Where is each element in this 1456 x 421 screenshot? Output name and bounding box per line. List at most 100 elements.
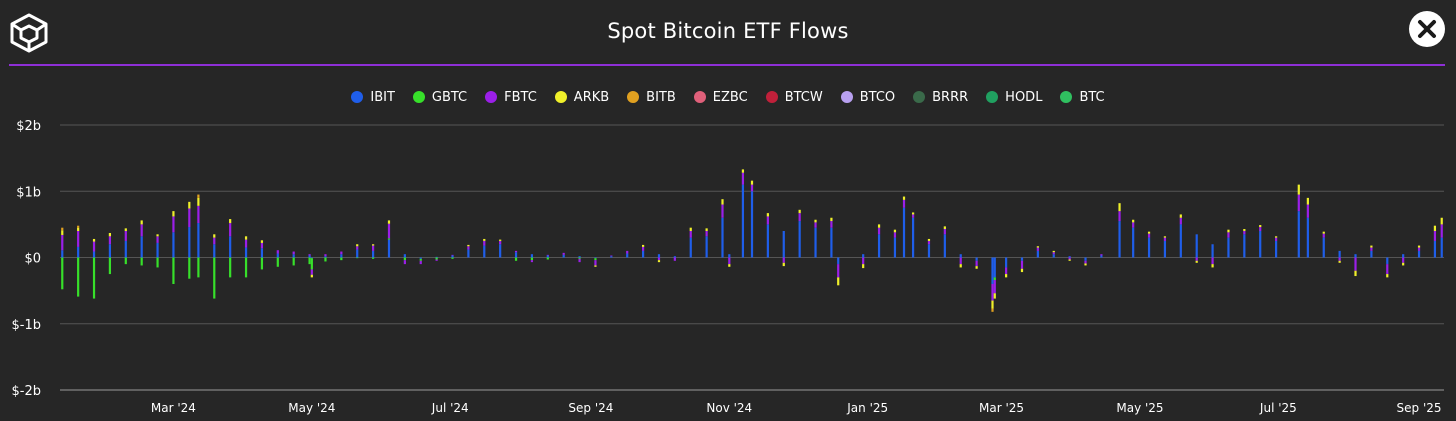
bar-arkb-2025-04-22[interactable] (1118, 203, 1121, 212)
bar-ibit-2024-03-12[interactable] (197, 223, 200, 258)
bar-ibit-2024-12-30[interactable] (862, 254, 865, 258)
bar-fbtc-2025-09-01[interactable] (1417, 247, 1421, 251)
bar-fbtc-2025-05-19[interactable] (1179, 217, 1182, 225)
bar-gbtc-2024-05-21[interactable] (356, 257, 359, 259)
bar-gbtc-2024-08-13[interactable] (546, 257, 549, 260)
bar-arkb-2025-07-21[interactable] (1322, 231, 1325, 234)
bar-fbtc-2025-02-11[interactable] (959, 257, 962, 265)
bar-fbtc-2024-07-23[interactable] (499, 240, 502, 245)
bar-fbtc-2025-01-28[interactable] (927, 240, 931, 245)
bar-ibit-2024-10-08[interactable] (673, 256, 676, 258)
bar-ibit-2024-08-06[interactable] (530, 254, 534, 258)
bar-arkb-2025-01-17[interactable] (902, 196, 906, 200)
bar-arkb-2024-07-23[interactable] (499, 239, 502, 241)
bar-arkb-2025-02-04[interactable] (943, 226, 946, 230)
bar-ibit-2024-12-19[interactable] (837, 257, 840, 265)
bar-ibit-2024-10-01[interactable] (657, 254, 661, 258)
bar-ibit-2024-05-14[interactable] (340, 254, 343, 258)
bar-ibit-2025-08-04[interactable] (1354, 254, 1357, 258)
bar-ibit-2024-03-19[interactable] (213, 244, 216, 258)
bar-ibit-2025-01-28[interactable] (927, 244, 931, 258)
bar-gbtc-2024-07-30[interactable] (514, 257, 518, 261)
bar-fbtc-2024-02-09[interactable] (124, 231, 127, 241)
bar-fbtc-2025-01-13[interactable] (893, 232, 897, 238)
bar-fbtc-2025-03-03[interactable] (1005, 267, 1008, 275)
bar-fbtc-2024-06-11[interactable] (403, 260, 406, 265)
bar-fbtc-2024-05-14[interactable] (340, 251, 343, 255)
bar-gbtc-2024-03-12[interactable] (197, 257, 200, 278)
bar-arkb-2025-03-24[interactable] (1052, 250, 1055, 253)
bar-arkb-2024-11-25[interactable] (782, 262, 785, 267)
bar-ibit-2024-09-03[interactable] (594, 257, 597, 259)
bar-arkb-2024-06-04[interactable] (387, 220, 391, 224)
bar-arkb-2024-10-15[interactable] (689, 227, 692, 231)
bar-ibit-2025-08-25[interactable] (1402, 254, 1405, 258)
bar-fbtc-2024-04-16[interactable] (276, 250, 279, 254)
bar-arkb-2025-08-18[interactable] (1386, 274, 1389, 278)
bar-gbtc-2024-02-09[interactable] (124, 257, 127, 265)
bar-arkb-2024-12-16[interactable] (830, 217, 833, 222)
bar-ibit-2025-09-01[interactable] (1417, 250, 1421, 258)
bar-gbtc-2024-08-27[interactable] (578, 257, 581, 259)
bar-arkb-2024-03-26[interactable] (229, 219, 232, 224)
bar-arkb-2024-03-12[interactable] (197, 197, 200, 206)
bar-ibit-2024-05-21[interactable] (356, 249, 359, 258)
bar-fbtc-2024-10-29[interactable] (721, 204, 724, 218)
bar-fbtc-2024-11-01[interactable] (728, 257, 731, 265)
bar-bitb-2024-01-12[interactable] (61, 227, 64, 231)
bar-ibit-2025-05-26[interactable] (1195, 234, 1198, 258)
bar-ibit-2024-11-07[interactable] (741, 184, 745, 258)
bar-gbtc-2024-03-01[interactable] (172, 257, 175, 285)
bar-fbtc-2025-06-09[interactable] (1227, 232, 1230, 238)
bar-arkb-2024-10-22[interactable] (705, 228, 708, 231)
bar-ibit-2024-04-09[interactable] (260, 248, 264, 258)
bar-ibit-2025-06-23[interactable] (1259, 231, 1262, 258)
bar-arkb-2024-01-26[interactable] (92, 238, 96, 242)
bar-ibit-2024-02-16[interactable] (140, 236, 143, 258)
bar-arkb-2025-08-04[interactable] (1354, 270, 1357, 277)
legend-item-ezbc[interactable]: EZBC (693, 90, 748, 105)
bar-ibit-2024-08-20[interactable] (562, 254, 565, 258)
bar-arkb-2024-02-23[interactable] (156, 234, 159, 237)
bar-arkb-2024-03-19[interactable] (213, 234, 216, 238)
bar-ibit-2025-08-11[interactable] (1370, 250, 1373, 258)
legend-item-btco[interactable]: BTCO (840, 90, 895, 105)
bar-fbtc-2024-02-23[interactable] (156, 236, 159, 243)
bar-arkb-2024-10-29[interactable] (721, 199, 724, 205)
bar-fbtc-2025-07-28[interactable] (1338, 257, 1341, 261)
bar-fbtc-2024-04-02[interactable] (244, 239, 248, 248)
bar-ibit-2024-02-09[interactable] (124, 240, 127, 258)
bar-fbtc-2024-02-16[interactable] (140, 224, 143, 237)
bar-arkb-2025-09-08[interactable] (1433, 225, 1437, 231)
bar-fbtc-2025-08-04[interactable] (1354, 257, 1357, 271)
bar-ibit-2025-03-31[interactable] (1068, 256, 1071, 258)
bar-fbtc-2024-04-30[interactable] (308, 254, 311, 256)
bar-gbtc-2024-03-26[interactable] (229, 257, 232, 278)
bar-fbtc-2025-02-04[interactable] (943, 229, 946, 235)
bar-fbtc-2025-06-02[interactable] (1211, 257, 1214, 265)
bar-ibit-2024-07-23[interactable] (499, 244, 502, 258)
bar-gbtc-2024-09-03[interactable] (594, 258, 597, 261)
bar-fbtc-2024-08-27[interactable] (578, 258, 581, 263)
bar-arkb-2024-12-09[interactable] (814, 219, 817, 223)
bar-arkb-2025-08-25[interactable] (1402, 262, 1405, 266)
bar-arkb-2025-05-05[interactable] (1147, 231, 1151, 234)
bar-ibit-2025-04-22[interactable] (1118, 221, 1121, 258)
bar-fbtc-2024-12-16[interactable] (830, 221, 833, 228)
bar-gbtc-2024-04-09[interactable] (260, 257, 264, 270)
bar-ibit-2024-09-17[interactable] (626, 253, 629, 258)
bar-bitb-2024-01-19[interactable] (77, 225, 80, 228)
bar-fbtc-2024-10-15[interactable] (689, 231, 692, 238)
legend-item-arkb[interactable]: ARKB (554, 90, 609, 105)
bar-ibit-2025-07-28[interactable] (1338, 250, 1341, 258)
bar-gbtc-2024-05-01[interactable] (310, 258, 313, 270)
bar-fbtc-2025-03-10[interactable] (1020, 260, 1024, 269)
bar-fbtc-2024-05-28[interactable] (372, 245, 375, 251)
bar-ibit-2025-02-11[interactable] (959, 254, 962, 258)
bar-ibit-2024-03-08[interactable] (188, 227, 191, 258)
bar-ibit-2025-03-17[interactable] (1036, 250, 1039, 258)
bar-ibit-2025-05-12[interactable] (1163, 240, 1167, 258)
bar-fbtc-2024-09-17[interactable] (626, 250, 629, 254)
bar-fbtc-2024-01-26[interactable] (92, 241, 96, 252)
bar-arkb-2024-02-09[interactable] (124, 228, 127, 231)
